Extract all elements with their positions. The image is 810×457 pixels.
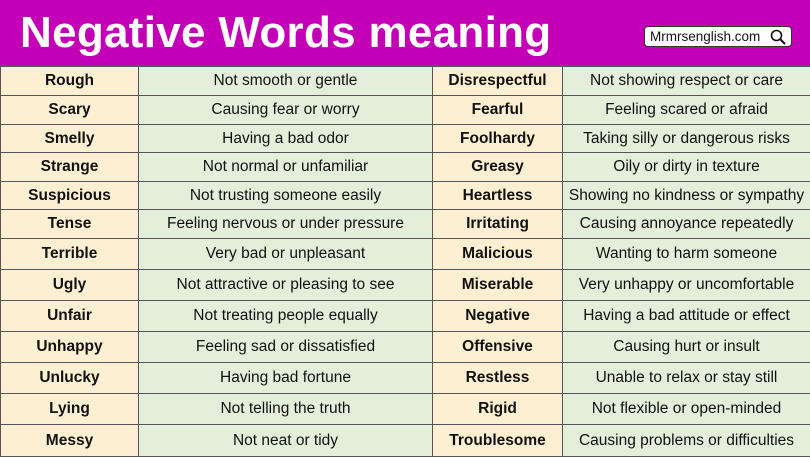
meaning-cell: Having a bad attitude or effect [563, 301, 810, 332]
meaning-cell: Very unhappy or uncomfortable [563, 270, 810, 301]
meaning-cell: Feeling sad or dissatisfied [139, 332, 433, 363]
word-cell: Foolhardy [433, 125, 563, 153]
word-cell: Greasy [433, 153, 563, 182]
word-cell: Lying [1, 394, 139, 425]
meaning-cell: Not treating people equally [139, 301, 433, 332]
word-cell: Fearful [433, 96, 563, 125]
header-banner: Negative Words meaning Mrmrsenglish.com [0, 0, 810, 66]
word-cell: Terrible [1, 239, 139, 270]
meaning-cell: Having bad fortune [139, 363, 433, 394]
meaning-cell: Not showing respect or care [563, 67, 810, 96]
word-cell: Unlucky [1, 363, 139, 394]
word-cell: Smelly [1, 125, 139, 153]
word-cell: Scary [1, 96, 139, 125]
search-icon [770, 29, 786, 45]
word-cell: Disrespectful [433, 67, 563, 96]
word-cell: Irritating [433, 210, 563, 239]
site-name: Mrmrsenglish.com [650, 29, 760, 44]
meaning-cell: Taking silly or dangerous risks [563, 125, 810, 153]
word-cell: Suspicious [1, 182, 139, 210]
meaning-cell: Wanting to harm someone [563, 239, 810, 270]
meaning-cell: Not attractive or pleasing to see [139, 270, 433, 301]
meaning-cell: Having a bad odor [139, 125, 433, 153]
word-cell: Rough [1, 67, 139, 96]
meaning-cell: Oily or dirty in texture [563, 153, 810, 182]
meaning-cell: Feeling nervous or under pressure [139, 210, 433, 239]
meaning-cell: Unable to relax or stay still [563, 363, 810, 394]
meaning-cell: Not telling the truth [139, 394, 433, 425]
meaning-cell: Not flexible or open-minded [563, 394, 810, 425]
word-cell: Messy [1, 425, 139, 457]
word-cell: Heartless [433, 182, 563, 210]
meaning-cell: Causing fear or worry [139, 96, 433, 125]
meaning-cell: Showing no kindness or sympathy [563, 182, 810, 210]
word-cell: Malicious [433, 239, 563, 270]
meaning-cell: Not normal or unfamiliar [139, 153, 433, 182]
meaning-cell: Feeling scared or afraid [563, 96, 810, 125]
word-cell: Unhappy [1, 332, 139, 363]
meaning-cell: Not neat or tidy [139, 425, 433, 457]
word-cell: Tense [1, 210, 139, 239]
word-cell: Strange [1, 153, 139, 182]
word-cell: Troublesome [433, 425, 563, 457]
meaning-cell: Causing hurt or insult [563, 332, 810, 363]
site-search-box[interactable]: Mrmrsenglish.com [644, 26, 792, 47]
word-cell: Ugly [1, 270, 139, 301]
meaning-cell: Causing annoyance repeatedly [563, 210, 810, 239]
meaning-cell: Not trusting someone easily [139, 182, 433, 210]
word-cell: Miserable [433, 270, 563, 301]
word-cell: Negative [433, 301, 563, 332]
word-cell: Offensive [433, 332, 563, 363]
word-cell: Unfair [1, 301, 139, 332]
meaning-cell: Not smooth or gentle [139, 67, 433, 96]
meaning-cell: Very bad or unpleasant [139, 239, 433, 270]
page-title: Negative Words meaning [20, 3, 632, 63]
meaning-cell: Causing problems or difficulties [563, 425, 810, 457]
word-cell: Restless [433, 363, 563, 394]
word-cell: Rigid [433, 394, 563, 425]
